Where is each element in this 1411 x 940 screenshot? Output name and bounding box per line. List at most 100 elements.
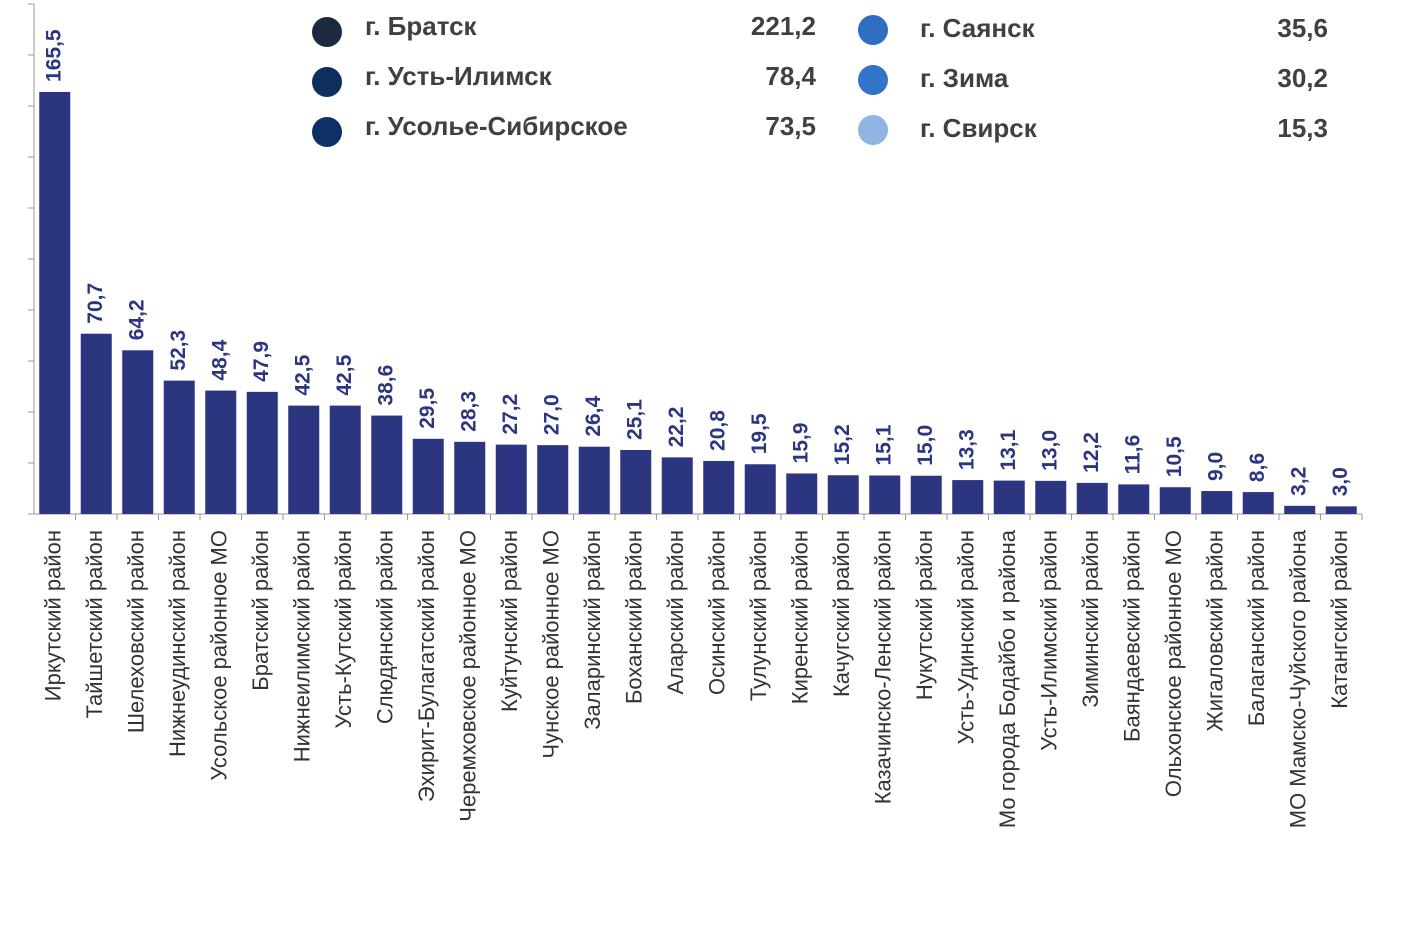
x-tick-label: Нукутский район [912,530,937,700]
value-label: 29,5 [416,388,439,429]
city-value: 78,4 [765,61,816,91]
x-tick-label: Боханский район [622,530,647,704]
city-name: г. Саянск [920,13,1036,43]
value-label: 15,2 [831,424,854,465]
bar [993,480,1025,514]
bar [1242,492,1274,514]
city-dot [858,65,888,95]
bar [1076,482,1108,514]
x-tick-label: Качугский район [829,530,854,697]
value-label: 165,5 [42,29,65,82]
x-tick-label: Нижнеилимский район [290,530,315,762]
x-tick-label: Аларский район [663,530,688,694]
x-tick-label: Тайшетский район [82,530,107,718]
value-label: 3,0 [1329,467,1352,496]
value-label: 13,1 [997,429,1020,470]
x-tick-label: Чунское районное МО [539,530,564,759]
x-tick-label: Балаганский район [1244,530,1269,726]
x-tick-label: Катангский район [1327,530,1352,709]
value-label: 28,3 [457,391,480,432]
value-label: 38,6 [374,365,397,406]
bar [910,475,942,514]
bar [661,457,693,514]
bar [205,390,237,514]
bar [1118,484,1150,514]
city-value: 15,3 [1277,113,1328,143]
bar [1325,506,1357,514]
value-label: 48,4 [208,339,231,380]
value-label: 15,0 [914,425,937,466]
x-tick-label: Усть-Удинский район [954,530,979,744]
bar [454,441,486,514]
bar [1035,480,1067,514]
x-tick-label: Усть-Кутский район [331,530,356,728]
value-label: 20,8 [706,410,729,451]
bar [703,460,735,514]
bar [827,475,859,514]
bar [537,445,569,514]
x-tick-label: Иркутский район [41,530,66,701]
city-dot [312,17,342,47]
bar [329,405,361,514]
value-label: 27,2 [499,394,522,435]
bar [80,333,112,514]
city-value: 73,5 [765,111,816,141]
city-value: 221,2 [751,11,816,41]
city-name: г. Усть-Илимск [365,61,553,91]
x-tick-label: Эхирит-Булагатский район [414,530,439,802]
bar [620,449,652,514]
x-tick-label: Слюдянский район [373,530,398,724]
value-label: 15,9 [789,423,812,464]
value-label: 13,3 [955,429,978,470]
value-label: 8,6 [1246,453,1269,482]
value-label: 19,5 [748,413,771,454]
value-label: 3,2 [1287,467,1310,496]
x-tick-label: Нижнеудинский район [165,530,190,757]
value-label: 42,5 [333,354,356,395]
value-label: 11,6 [1121,435,1144,475]
bar [246,391,278,514]
value-label: 42,5 [291,354,314,395]
bar [412,438,444,514]
bar [1284,505,1316,514]
x-tick-label: Куйтунский район [497,530,522,712]
city-name: г. Свирск [920,113,1038,143]
x-tick-label: Усть-Илимский район [1037,530,1062,751]
x-tick-label: Шелеховский район [124,530,149,733]
city-value: 30,2 [1277,63,1328,93]
bar [578,446,610,514]
value-label: 13,0 [1038,430,1061,471]
x-tick-label: Жигаловский район [1203,530,1228,732]
value-label: 64,2 [125,299,148,340]
value-label: 9,0 [1204,452,1227,481]
bar [495,444,527,514]
x-tick-label: Ольхонское районное МО [1161,530,1186,797]
bar [1159,487,1191,514]
city-dot [312,117,342,147]
value-label: 27,0 [540,394,563,435]
bar [744,464,776,514]
city-name: г. Усолье-Сибирское [365,111,628,141]
bar [39,91,71,514]
bar [288,405,320,514]
bar [952,480,984,514]
value-label: 25,1 [623,399,646,440]
x-tick-label: Усольское районное МО [207,530,232,781]
bar [163,380,195,514]
city-value: 35,6 [1277,13,1328,43]
x-tick-label: Черемховское районное МО [456,530,481,822]
bar [122,350,154,514]
city-name: г. Братск [365,11,478,41]
x-tick-label: Осинский район [705,530,730,695]
city-dot [858,115,888,145]
x-tick-label: Братский район [248,530,273,691]
x-tick-label: Баяндаевский район [1120,530,1145,742]
value-label: 10,5 [1163,436,1186,477]
x-tick-label: Тулунский район [746,530,771,701]
value-label: 22,2 [665,407,688,448]
city-dot [858,15,888,45]
x-tick-label: Киренский район [788,530,813,704]
bar [1201,491,1233,514]
x-tick-label: Заларинский район [580,530,605,730]
